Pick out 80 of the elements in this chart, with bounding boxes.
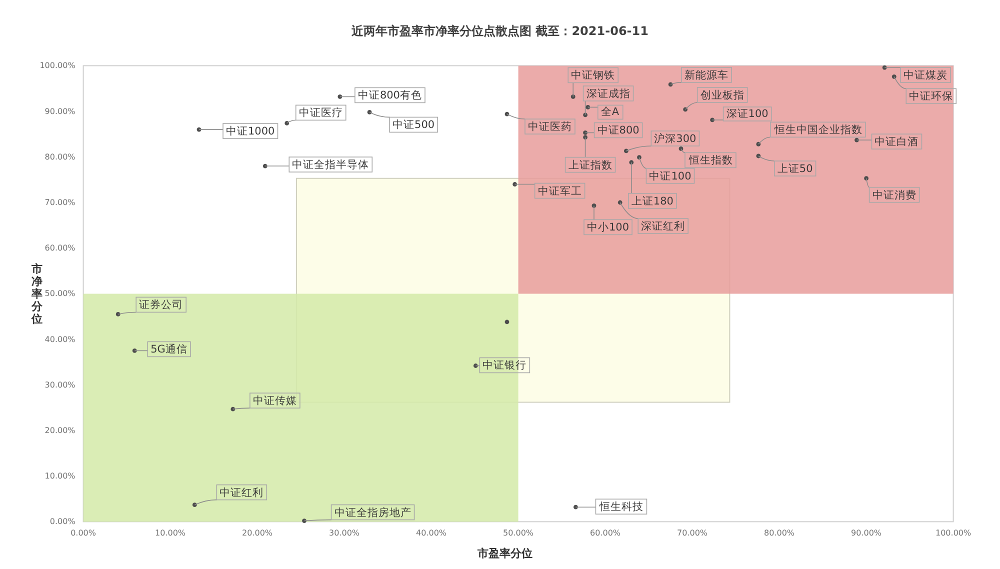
label: 深证100 <box>712 106 772 122</box>
annotation: 证券公司 <box>139 298 184 312</box>
label: 中证消费 <box>866 178 920 203</box>
annotation: 中证军工 <box>538 184 582 198</box>
label: 中证医疗 <box>286 104 346 124</box>
label: 中证医药 <box>506 114 576 134</box>
annotation: 深证红利 <box>641 220 686 232</box>
annotation: 上证指数 <box>568 158 612 172</box>
annotation: 中证环保 <box>909 90 954 103</box>
label: 中证白酒 <box>856 134 922 150</box>
label: 恒生科技 <box>575 498 648 514</box>
label: 5G通信 <box>134 341 191 358</box>
xtick: 30.00% <box>329 528 360 538</box>
annotation: 上证50 <box>777 162 813 175</box>
xtick: 0.00% <box>70 528 96 538</box>
label: 中证红利 <box>194 484 268 506</box>
ytick: 30.00% <box>44 380 76 390</box>
label: 恒生中国企业指数 <box>758 122 866 145</box>
annotation: 新能源车 <box>684 68 729 82</box>
label: 中证1000 <box>198 123 278 139</box>
label: 创业板指 <box>684 87 748 110</box>
annotation: 上证180 <box>631 194 674 208</box>
annotation: 中证500 <box>392 118 435 132</box>
ytick: 90.00% <box>44 106 76 116</box>
label: 上证50 <box>758 156 816 176</box>
annotation: 中证传媒 <box>252 394 297 408</box>
annotation: 中小100 <box>586 220 630 234</box>
annotation: 深证成指 <box>586 86 630 100</box>
xtick: 80.00% <box>764 528 795 538</box>
ytick: 100.00% <box>40 61 76 70</box>
annotation: 创业板指 <box>700 88 744 102</box>
label: 中证500 <box>369 112 438 133</box>
ytick: 10.00% <box>44 472 76 481</box>
annotation: 深证100 <box>726 108 768 120</box>
label: 证券公司 <box>118 296 186 315</box>
label: 中证银行 <box>475 357 530 374</box>
annotation: 恒生科技 <box>598 500 644 514</box>
label: 全A <box>588 104 624 120</box>
annotation: 恒生中国企业指数 <box>773 123 862 136</box>
label: 中证军工 <box>514 182 586 199</box>
xtick: 70.00% <box>677 528 708 538</box>
xtick: 20.00% <box>242 528 273 538</box>
annotation: 中证红利 <box>220 486 264 499</box>
annotation: 沪深300 <box>654 132 696 145</box>
annotation: 中证全指房地产 <box>334 506 412 519</box>
label: 上证指数 <box>564 136 616 173</box>
xtick: 10.00% <box>155 528 186 538</box>
ytick: 40.00% <box>44 334 76 344</box>
annotation: 中证1000 <box>226 124 275 138</box>
ytick: 50.00% <box>44 289 76 298</box>
ytick: 80.00% <box>44 152 76 162</box>
label: 中证800有色 <box>340 87 426 104</box>
label: 中证全指半导体 <box>264 156 373 172</box>
ytick: 60.00% <box>44 244 76 253</box>
annotation: 中证全指半导体 <box>292 158 370 172</box>
xtick: 60.00% <box>590 528 621 538</box>
ytick: 70.00% <box>44 198 76 207</box>
annotation: 中证医药 <box>528 120 572 134</box>
annotation: 中证银行 <box>482 358 527 372</box>
ytick: 20.00% <box>44 426 76 435</box>
xtick: 90.00% <box>851 528 882 538</box>
xtick: 40.00% <box>416 528 447 538</box>
label: 中证传媒 <box>232 392 300 410</box>
annotation: 中证医疗 <box>298 106 343 120</box>
annotation: 中证800有色 <box>358 88 422 102</box>
ytick: 0.00% <box>50 517 76 526</box>
label: 中小100 <box>584 205 632 236</box>
annotation: 5G通信 <box>150 342 188 356</box>
label: 中证全指房地产 <box>304 504 415 522</box>
xtick: 50.00% <box>503 528 534 538</box>
ylabel: 市净率分位 <box>32 262 42 326</box>
annotation: 中证消费 <box>872 188 916 202</box>
annotation: 中证100 <box>649 169 692 182</box>
annotation: 中证白酒 <box>874 135 919 148</box>
xtick: 100.00% <box>936 528 972 538</box>
annotation: 全A <box>600 106 620 118</box>
label: 新能源车 <box>670 67 732 85</box>
title: 近两年市盈率市净率分位点散点图 截至：2021-06-11 <box>352 24 648 38</box>
annotation: 中证钢铁 <box>571 68 616 82</box>
xlabel: 市盈率分位 <box>478 547 532 560</box>
